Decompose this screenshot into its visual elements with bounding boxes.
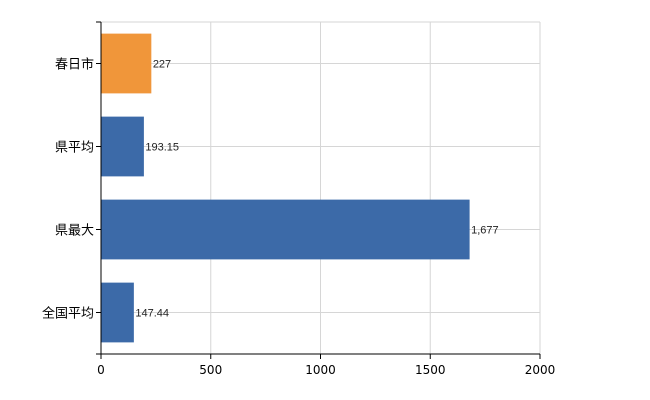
category-label-0: 春日市 xyxy=(55,57,94,73)
bar-3 xyxy=(101,282,134,343)
bars xyxy=(101,33,470,343)
category-label-2: 県最大 xyxy=(55,224,94,239)
bar-1 xyxy=(101,116,144,177)
x-tick-label-4: 2000 xyxy=(525,363,556,377)
data-label-0: 227 xyxy=(153,59,171,71)
x-tick-label-0: 0 xyxy=(97,363,105,377)
bar-0 xyxy=(101,33,152,94)
labels: 227 春日市 193.15 県平均 1,677 県最大 147.44 全国平均 0 500 100… xyxy=(42,57,555,378)
x-tick-label-2: 1000 xyxy=(305,363,336,377)
category-label-3: 全国平均 xyxy=(42,306,94,322)
ticks xyxy=(96,21,541,359)
data-label-3: 147.44 xyxy=(135,308,169,320)
x-tick-label-1: 500 xyxy=(199,363,222,377)
x-tick-label-3: 1500 xyxy=(415,363,446,377)
bar-2 xyxy=(101,199,470,260)
data-label-1: 193.15 xyxy=(145,142,179,154)
data-label-2: 1,677 xyxy=(471,225,499,237)
category-label-1: 県平均 xyxy=(55,141,94,156)
grid xyxy=(101,21,541,354)
